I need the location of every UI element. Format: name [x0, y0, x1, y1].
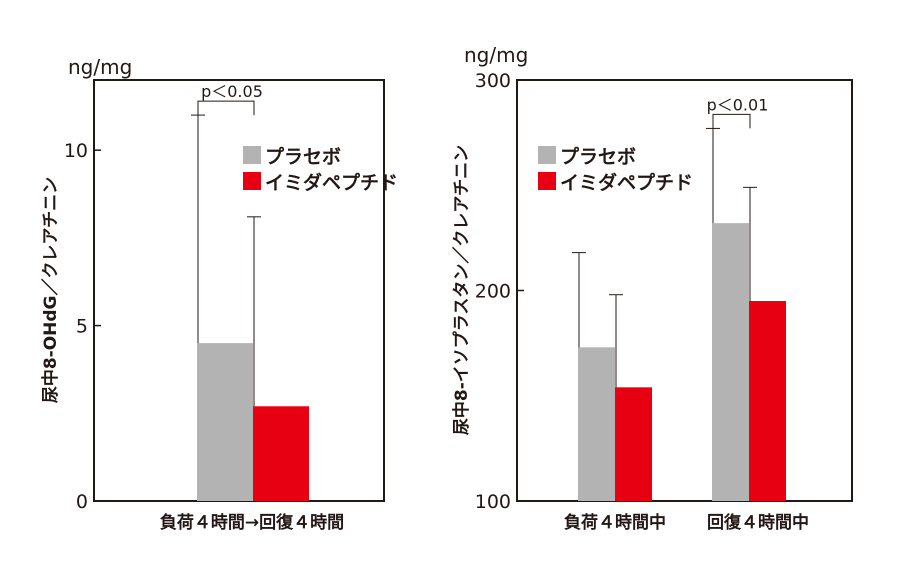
legend-left: プラセボ イミダペプチド [243, 145, 398, 194]
significance-bracket-right: p＜0.01 [707, 95, 769, 129]
significance-bracket-line [712, 113, 751, 129]
y-axis-label-left: 尿中8-OHdG／クレアチニン [40, 177, 61, 403]
x-category-right-1: 回復４時間中 [707, 512, 809, 533]
bar-placebo-0 [578, 347, 615, 501]
y-tick-label-0: 0 [76, 491, 88, 513]
x-category-left-0: 負荷４時間→回復４時間 [160, 512, 344, 533]
unit-label-right: ng/mg [464, 43, 528, 67]
y-tick-label-2: 10 [64, 140, 88, 162]
legend-label-drug: イミダペプチド [560, 171, 693, 194]
legend-label-placebo: プラセボ [560, 145, 636, 168]
significance-label: p＜0.01 [707, 95, 769, 114]
bars-right [572, 127, 786, 501]
y-ticks-right: 100 200 300 [475, 70, 524, 513]
bar-drug-1 [749, 301, 786, 501]
unit-label-left: ng/mg [68, 55, 132, 79]
legend-label-placebo: プラセボ [265, 145, 341, 168]
plot-frame-right [516, 79, 853, 502]
y-tick-label-0: 100 [475, 491, 511, 513]
legend-label-drug: イミダペプチド [265, 171, 398, 194]
y-tick-label-1: 200 [475, 281, 511, 303]
legend-swatch-placebo [243, 146, 261, 164]
bar-drug-0 [253, 406, 309, 501]
y-tick-label-2: 300 [475, 70, 511, 92]
legend-swatch-drug [243, 172, 261, 190]
chart-right: ng/mg 尿中8-イソプラスタン／クレアチニン 100 200 300 p＜0.0… [451, 43, 853, 533]
bar-placebo-0 [197, 343, 253, 501]
bar-drug-0 [615, 387, 652, 501]
bars-left [191, 114, 309, 501]
x-category-right-0: 負荷４時間中 [564, 512, 666, 533]
bar-placebo-1 [712, 223, 749, 501]
significance-bracket-line [197, 100, 255, 116]
significance-bracket-left: p＜0.05 [197, 82, 263, 116]
legend-swatch-placebo [538, 146, 556, 164]
y-axis-label-right: 尿中8-イソプラスタン／クレアチニン [451, 145, 472, 435]
legend-right: プラセボ イミダペプチド [538, 145, 693, 194]
chart-left: ng/mg 尿中8-OHdG／クレアチニン 0 5 10 p＜0.05 プラセボ イ… [40, 55, 398, 533]
legend-swatch-drug [538, 172, 556, 190]
significance-label: p＜0.05 [201, 82, 263, 101]
y-ticks-left: 0 5 10 [64, 140, 101, 513]
y-tick-label-1: 5 [76, 316, 88, 338]
